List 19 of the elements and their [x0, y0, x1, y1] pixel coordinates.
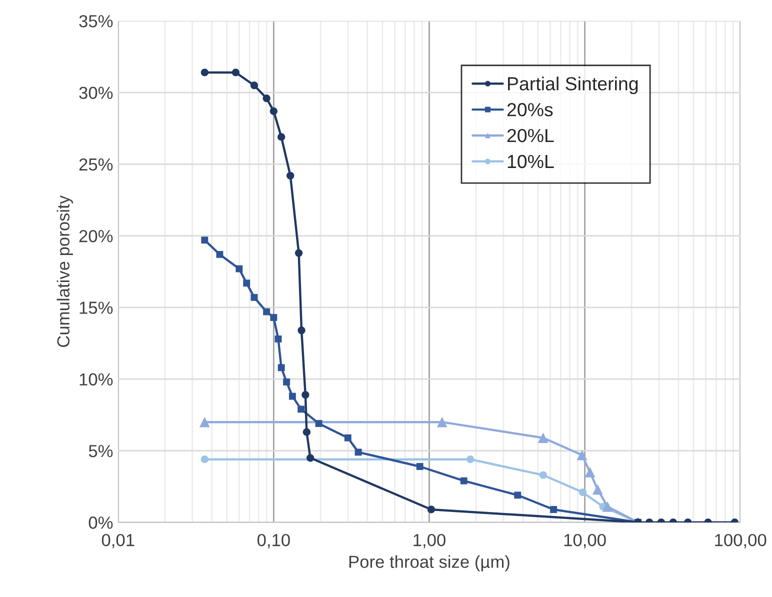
y-tick-label: 25%	[79, 158, 113, 171]
x-tick-label: 0,01	[102, 534, 134, 548]
y-tick-label: 20%	[79, 230, 113, 242]
y-axis-title: Cumulative porosity	[56, 195, 73, 347]
y-tick-label: 35%	[79, 15, 113, 28]
x-tick-label: 100,00	[715, 534, 766, 548]
y-tick-label: 10%	[80, 373, 113, 386]
y-tick-label: 0%	[88, 516, 113, 529]
x-tick-label: 0,10	[257, 534, 290, 548]
x-axis-title: Pore throat size (µm)	[349, 555, 510, 572]
x-tick-label: 10,00	[564, 534, 606, 548]
y-tick-label: 30%	[79, 86, 113, 99]
legend-label: 20%L	[507, 128, 554, 142]
legend-label: 10%L	[508, 154, 554, 168]
x-tick-label: 1,00	[414, 534, 446, 548]
legend-label: Partial Sintering	[508, 76, 638, 94]
legend-label: 20%s	[507, 103, 553, 116]
y-tick-label: 15%	[80, 302, 113, 314]
y-tick-label: 5%	[88, 444, 113, 458]
